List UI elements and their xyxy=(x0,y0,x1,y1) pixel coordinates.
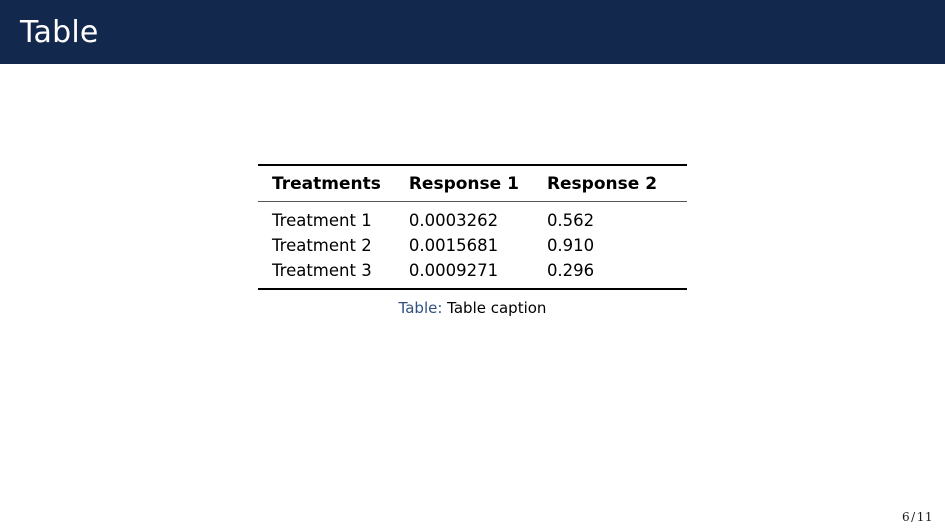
column-header-response-2: Response 2 xyxy=(532,164,687,202)
cell-response-2: 0.562 xyxy=(546,211,595,230)
cell-response-2: 0.296 xyxy=(532,258,687,290)
cell-treatment: Treatment 1 xyxy=(272,211,372,230)
page-number-current: 6 xyxy=(902,510,911,524)
table-header: Treatments Response 1 Response 2 xyxy=(258,164,687,202)
table-block: Treatments Response 1 Response 2 Treatme… xyxy=(258,164,687,317)
cell-response-1: 0.0009271 xyxy=(394,258,533,290)
cell-treatment: Treatment 2 xyxy=(272,236,372,255)
cell-response-1: 0.0015681 xyxy=(408,236,499,255)
table-row: Treatment 3 0.0009271 0.296 xyxy=(258,258,687,290)
page-number-separator: / xyxy=(911,510,916,524)
cell-response-1: 0.0003262 xyxy=(408,211,499,230)
table-row: Treatment 1 0.0003262 0.562 xyxy=(258,202,687,234)
table-caption: Table: Table caption xyxy=(258,299,687,317)
page-number-total: 11 xyxy=(916,510,933,524)
table-caption-label: Table: xyxy=(398,299,443,317)
page-number: 6/11 xyxy=(902,510,933,524)
slide-content-area: Treatments Response 1 Response 2 Treatme… xyxy=(0,64,945,532)
cell-response-2: 0.910 xyxy=(546,236,595,255)
data-table: Treatments Response 1 Response 2 Treatme… xyxy=(258,164,687,290)
page-title: Table xyxy=(20,15,99,50)
slide-title-banner: Table xyxy=(0,0,945,64)
table-row: Treatment 2 0.0015681 0.910 xyxy=(258,233,687,258)
table-caption-text: Table caption xyxy=(447,299,547,317)
table-body: Treatment 1 0.0003262 0.562 Treatment 2 … xyxy=(258,202,687,290)
cell-treatment: Treatment 3 xyxy=(258,258,395,290)
table-header-row: Treatments Response 1 Response 2 xyxy=(258,164,687,202)
column-header-treatments: Treatments xyxy=(258,164,395,202)
column-header-response-1: Response 1 xyxy=(394,164,533,202)
